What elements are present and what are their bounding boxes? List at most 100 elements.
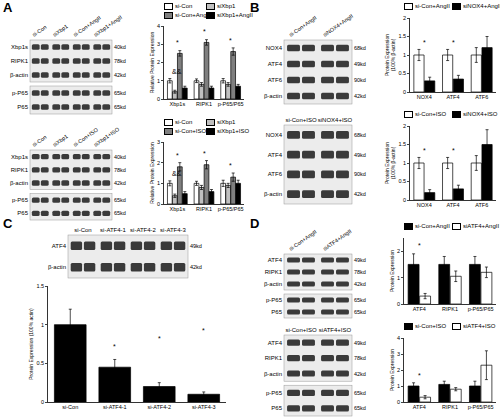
svg-text:4: 4: [157, 23, 160, 29]
svg-text:*: *: [229, 37, 232, 44]
svg-text:p-P65/P65: p-P65/P65: [468, 404, 494, 410]
svg-text:49kd: 49kd: [354, 340, 366, 346]
svg-text:si-Con: si-Con: [31, 24, 47, 38]
svg-text:42kd: 42kd: [354, 93, 366, 99]
svg-text:42kd: 42kd: [114, 180, 126, 186]
svg-text:si-ATF4-1: si-ATF4-1: [103, 404, 127, 410]
svg-text:p-P65/P65: p-P65/P65: [218, 206, 244, 212]
svg-text:ATF4: ATF4: [268, 61, 283, 67]
svg-text:siNOX4+AngII: siNOX4+AngII: [322, 13, 355, 38]
svg-text:siNOX4+ISO: siNOX4+ISO: [318, 117, 353, 123]
svg-text:siXbp1+ISO: siXbp1+ISO: [93, 126, 121, 148]
svg-text:ATF4: ATF4: [268, 340, 283, 346]
svg-text:RIPK1: RIPK1: [442, 306, 458, 312]
svg-text:65kd: 65kd: [354, 390, 366, 396]
svg-text:ATF4: ATF4: [268, 257, 283, 263]
svg-text:Protein Expression(100% β-acti: Protein Expression(100% β-actin): [384, 34, 397, 76]
svg-text:2: 2: [403, 123, 406, 129]
svg-text:2: 2: [403, 15, 406, 21]
svg-text:Relative Protein Expression: Relative Protein Expression: [149, 32, 155, 94]
svg-text:0: 0: [157, 201, 160, 207]
svg-text:p-P65: p-P65: [12, 90, 29, 96]
svg-text:49kd: 49kd: [190, 243, 202, 249]
svg-text:p-P65: p-P65: [12, 197, 29, 203]
svg-text:1: 1: [157, 78, 160, 84]
svg-text:49kd: 49kd: [354, 61, 366, 67]
svg-text:*: *: [203, 150, 206, 157]
svg-text:β-actin: β-actin: [10, 72, 28, 78]
svg-text:65kd: 65kd: [114, 197, 126, 203]
svg-text:P65: P65: [17, 210, 28, 216]
svg-text:Xbp1s: Xbp1s: [170, 101, 186, 107]
svg-text:1: 1: [157, 180, 160, 186]
svg-text:42kd: 42kd: [354, 191, 366, 197]
svg-text:si-Con+ISO: si-Con+ISO: [285, 327, 317, 333]
svg-text:*: *: [452, 147, 455, 154]
svg-text:Relative Protein Expression: Relative Protein Expression: [149, 142, 155, 204]
svg-text:NOX4: NOX4: [266, 45, 283, 51]
svg-text:3: 3: [157, 139, 160, 145]
svg-text:4: 4: [397, 335, 400, 341]
svg-text:NOX4: NOX4: [266, 132, 283, 138]
svg-text:*: *: [418, 242, 421, 249]
svg-text:&&: &&: [172, 68, 182, 75]
svg-text:β-actin: β-actin: [264, 371, 282, 377]
svg-text:0.5: 0.5: [36, 360, 44, 366]
svg-text:42kd: 42kd: [114, 72, 126, 78]
svg-text:RIPK1: RIPK1: [265, 269, 283, 275]
svg-text:*: *: [423, 39, 426, 46]
svg-text:90kd: 90kd: [354, 171, 366, 177]
svg-text:Xbp1s: Xbp1s: [11, 154, 28, 160]
svg-text:Xbp1s: Xbp1s: [170, 206, 186, 212]
svg-text:RIPK1: RIPK1: [11, 58, 29, 64]
svg-text:0: 0: [41, 399, 44, 405]
svg-text:siXbp1: siXbp1: [52, 23, 69, 38]
svg-text:RIPK1: RIPK1: [11, 167, 29, 173]
svg-text:RIPK1: RIPK1: [196, 101, 212, 107]
svg-text:P65: P65: [271, 405, 282, 411]
svg-text:P65: P65: [17, 104, 28, 110]
svg-text:65kd: 65kd: [114, 104, 126, 110]
svg-text:β-actin: β-actin: [48, 264, 66, 270]
svg-text:p-P65: p-P65: [266, 297, 283, 303]
svg-text:1: 1: [397, 383, 400, 389]
svg-text:p-P65: p-P65: [266, 390, 283, 396]
svg-text:ATF4: ATF4: [446, 94, 459, 100]
svg-text:2: 2: [157, 59, 160, 65]
svg-text:β-actin: β-actin: [264, 191, 282, 197]
svg-text:si-ATF4-1: si-ATF4-1: [100, 227, 127, 233]
svg-text:NOX4: NOX4: [417, 94, 432, 100]
svg-text:1: 1: [397, 275, 400, 281]
svg-text:0: 0: [403, 89, 406, 95]
svg-text:ATF4: ATF4: [413, 404, 426, 410]
svg-text:1.5: 1.5: [398, 33, 406, 39]
svg-text:P65: P65: [271, 309, 282, 315]
svg-text:0: 0: [403, 197, 406, 203]
svg-text:&&: &&: [172, 170, 182, 177]
svg-text:90kd: 90kd: [354, 77, 366, 83]
svg-text:ATF6: ATF6: [268, 171, 283, 177]
svg-text:si-Con+AngII: si-Con+AngII: [288, 14, 318, 38]
svg-text:siATF4+AngII: siATF4+AngII: [322, 228, 353, 252]
svg-text:78kd: 78kd: [114, 167, 126, 173]
svg-text:78kd: 78kd: [114, 58, 126, 64]
svg-text:0: 0: [397, 399, 400, 405]
svg-text:si-ATF4-2: si-ATF4-2: [130, 227, 157, 233]
svg-text:49kd: 49kd: [354, 152, 366, 158]
svg-text:si-Con: si-Con: [31, 134, 47, 148]
svg-text:65kd: 65kd: [354, 297, 366, 303]
svg-text:42kd: 42kd: [190, 264, 202, 270]
svg-text:ATF4: ATF4: [446, 202, 459, 208]
svg-text:*: *: [176, 39, 179, 46]
svg-text:2: 2: [397, 248, 400, 254]
svg-text:*: *: [158, 335, 161, 342]
svg-text:Protein Expression: Protein Expression: [389, 250, 395, 292]
svg-text:NOX4: NOX4: [417, 202, 432, 208]
svg-text:2: 2: [397, 367, 400, 373]
svg-text:3: 3: [397, 351, 400, 357]
svg-text:Xbp1s: Xbp1s: [11, 44, 28, 50]
svg-text:3: 3: [157, 41, 160, 47]
svg-text:p-P65/P65: p-P65/P65: [218, 101, 244, 107]
svg-text:β-actin: β-actin: [10, 180, 28, 186]
svg-text:40kd: 40kd: [114, 154, 126, 160]
